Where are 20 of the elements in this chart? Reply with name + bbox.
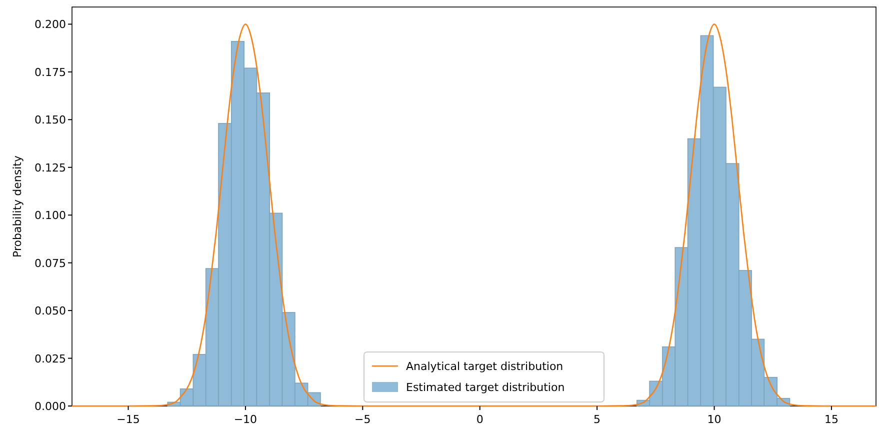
x-tick-label: 10	[707, 413, 722, 426]
y-tick-label: 0.050	[34, 304, 66, 318]
y-tick-label: 0.200	[34, 18, 66, 32]
x-tick-label: 15	[824, 413, 838, 426]
x-tick-label: −10	[234, 413, 258, 426]
line-series	[71, 24, 877, 407]
legend-label: Analytical target distribution	[406, 360, 564, 373]
y-tick-label: 0.000	[34, 400, 66, 413]
y-tick-label: 0.025	[34, 352, 66, 366]
legend-label: Estimated target distribution	[406, 381, 565, 394]
y-tick-label: 0.175	[34, 66, 66, 79]
x-tick-label: 5	[594, 413, 601, 426]
x-tick-label: −15	[116, 413, 140, 426]
y-tick-label: 0.125	[34, 161, 66, 174]
y-tick-label: 0.150	[34, 114, 66, 127]
x-tick-label: −5	[354, 413, 371, 426]
y-axis-title: Probability density	[11, 155, 24, 258]
y-tick-label: 0.075	[34, 256, 66, 270]
y-tick-label: 0.100	[34, 209, 66, 222]
x-tick-label: 0	[476, 413, 484, 426]
